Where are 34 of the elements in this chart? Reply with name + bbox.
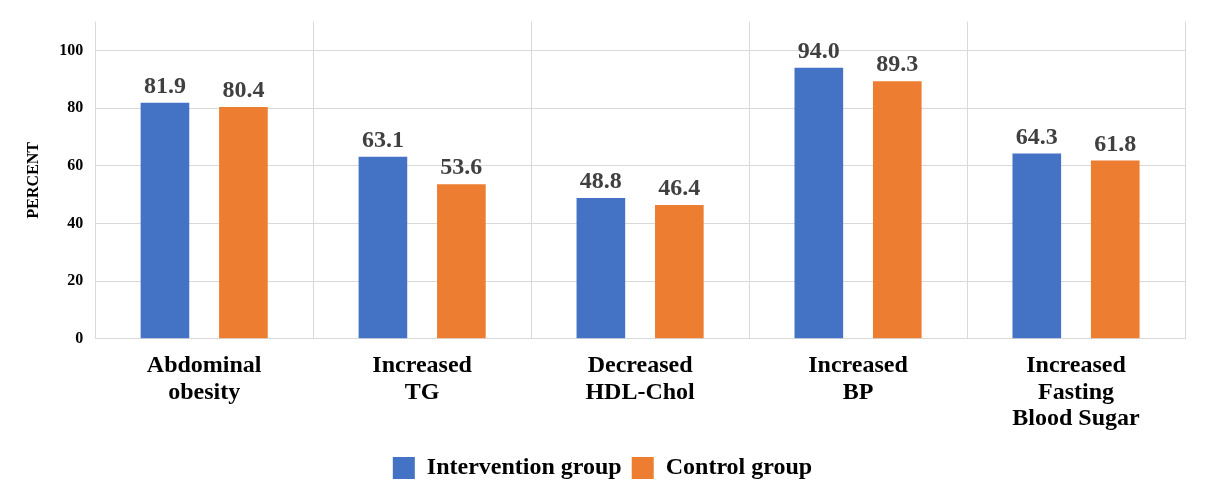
text: 63.1 bbox=[361, 126, 404, 153]
text: 89.3 bbox=[876, 50, 919, 77]
x-tick-label: Increased BP bbox=[808, 351, 909, 404]
x-tick-label: Increased TG bbox=[372, 351, 473, 404]
bar bbox=[1090, 160, 1140, 339]
legend-label: Intervention group bbox=[426, 453, 622, 480]
y-tick-label: 60 bbox=[67, 155, 84, 173]
bar bbox=[872, 81, 922, 339]
legend-label: Control group bbox=[665, 453, 813, 480]
text: 61.8 bbox=[1094, 129, 1137, 156]
text: 48.8 bbox=[579, 167, 622, 194]
y-tick-label: 20 bbox=[67, 271, 84, 289]
y-axis-title: PERCENT bbox=[23, 141, 41, 219]
bar bbox=[437, 184, 486, 339]
bar bbox=[655, 205, 704, 339]
x-tick-label: Abdominal obesity bbox=[146, 351, 262, 404]
text: 81.9 bbox=[143, 71, 186, 98]
bar bbox=[358, 156, 408, 339]
bar bbox=[140, 102, 190, 339]
bar bbox=[219, 106, 268, 339]
x-tick-label: Increased Fasting Blood Sugar bbox=[1012, 351, 1141, 430]
y-tick-label: 80 bbox=[67, 98, 84, 116]
text: 53.6 bbox=[440, 153, 483, 180]
x-tick-label: Decreased HDL-Chol bbox=[585, 351, 696, 404]
text: 94.0 bbox=[797, 36, 840, 63]
y-tick-label: 0 bbox=[75, 328, 84, 346]
y-tick-label: 40 bbox=[67, 213, 84, 231]
bar bbox=[794, 67, 844, 339]
text: 64.3 bbox=[1015, 122, 1058, 149]
bar bbox=[576, 198, 626, 339]
text: 80.4 bbox=[222, 76, 265, 103]
bar bbox=[1012, 153, 1062, 339]
y-tick-label: 100 bbox=[59, 40, 84, 58]
text: 46.4 bbox=[658, 174, 701, 201]
